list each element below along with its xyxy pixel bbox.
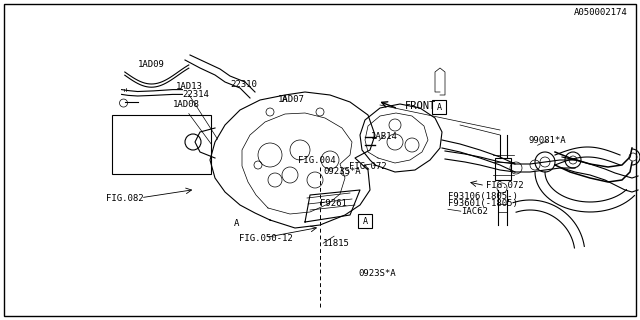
Text: 11815: 11815 <box>323 239 350 248</box>
Bar <box>112 115 211 174</box>
Text: A: A <box>362 217 367 226</box>
Text: 22314: 22314 <box>182 90 209 99</box>
Text: A: A <box>234 220 239 228</box>
Text: FIG.082: FIG.082 <box>106 194 143 203</box>
Text: A: A <box>436 102 442 111</box>
Text: 1AD08: 1AD08 <box>173 100 200 108</box>
Text: 99081*A: 99081*A <box>529 136 566 145</box>
Text: FRONT: FRONT <box>404 100 436 111</box>
Text: 0923S*A: 0923S*A <box>359 269 396 278</box>
Text: F93106(1805-): F93106(1805-) <box>448 192 518 201</box>
Text: 1AB14: 1AB14 <box>371 132 397 140</box>
Text: IAC62: IAC62 <box>461 207 488 216</box>
Text: FIG.004: FIG.004 <box>298 156 335 164</box>
Text: FIG.050-12: FIG.050-12 <box>239 234 292 243</box>
Text: A: A <box>282 95 287 104</box>
Text: A050002174: A050002174 <box>573 8 627 17</box>
Text: 1AD13: 1AD13 <box>176 82 203 91</box>
Text: 1AD07: 1AD07 <box>278 95 305 104</box>
Text: 1AD09: 1AD09 <box>138 60 164 68</box>
Bar <box>495 158 511 180</box>
Bar <box>358 214 372 228</box>
Text: F93601(-1805): F93601(-1805) <box>448 199 518 208</box>
Text: F9261: F9261 <box>320 199 347 208</box>
Text: 22310: 22310 <box>230 80 257 89</box>
Text: FIG.072: FIG.072 <box>349 162 387 171</box>
Text: FIG.072: FIG.072 <box>486 181 524 190</box>
Bar <box>432 100 446 114</box>
Text: 0923S*A: 0923S*A <box>324 167 361 176</box>
